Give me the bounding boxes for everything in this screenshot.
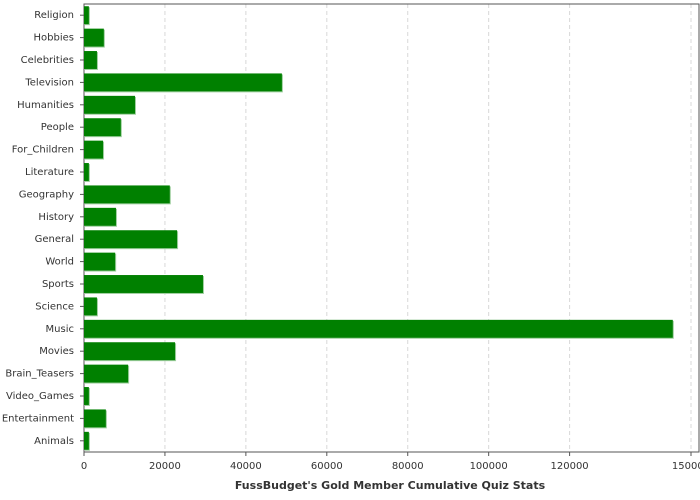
plot-frame bbox=[83, 3, 700, 453]
bar bbox=[84, 252, 116, 271]
y-tick-label: People bbox=[41, 122, 74, 133]
y-tick-label: Music bbox=[46, 324, 74, 335]
bar bbox=[84, 140, 104, 159]
y-tick-label: Literature bbox=[25, 167, 74, 178]
y-tick-label: Brain_Teasers bbox=[5, 369, 74, 380]
x-tick-label: 80000 bbox=[392, 461, 424, 472]
y-tick-label: Sports bbox=[42, 279, 74, 290]
bar bbox=[84, 319, 673, 338]
y-tick-label: Entertainment bbox=[2, 413, 74, 424]
y-tick-label: Movies bbox=[39, 346, 74, 357]
bar bbox=[84, 230, 178, 249]
x-tick-label: 40000 bbox=[230, 461, 262, 472]
bar bbox=[84, 364, 129, 383]
chart-title: FussBudget's Gold Member Cumulative Quiz… bbox=[235, 479, 546, 492]
bar bbox=[84, 409, 106, 428]
x-tick-label: 100000 bbox=[470, 461, 508, 472]
bar bbox=[84, 6, 89, 25]
y-tick-label: Humanities bbox=[17, 100, 74, 111]
y-tick-label: World bbox=[45, 257, 74, 268]
bar bbox=[84, 163, 89, 181]
y-tick-label: Television bbox=[24, 77, 74, 88]
y-tick-label: Hobbies bbox=[34, 33, 74, 44]
y-tick-label: History bbox=[38, 212, 74, 223]
y-tick-label: Celebrities bbox=[21, 55, 74, 66]
bar bbox=[84, 387, 89, 405]
x-tick-label: 120000 bbox=[551, 461, 589, 472]
bar bbox=[84, 73, 282, 92]
bar bbox=[84, 207, 116, 226]
y-tick-label: For_Children bbox=[12, 145, 74, 156]
bar bbox=[84, 51, 97, 69]
bar bbox=[84, 28, 104, 47]
y-tick-label: Religion bbox=[34, 10, 74, 21]
x-tick-label: 60000 bbox=[311, 461, 343, 472]
x-tick-label: 150000 bbox=[672, 461, 700, 472]
y-tick-label: General bbox=[35, 234, 74, 245]
y-tick-label: Science bbox=[35, 301, 74, 312]
y-tick-label: Animals bbox=[34, 436, 74, 447]
x-tick-label: 0 bbox=[81, 461, 87, 472]
x-tick-label: 20000 bbox=[149, 461, 181, 472]
y-tick-label: Geography bbox=[19, 189, 74, 200]
bar bbox=[84, 95, 135, 114]
bar bbox=[84, 118, 121, 137]
bar bbox=[84, 431, 89, 450]
bar bbox=[84, 275, 203, 293]
bar bbox=[84, 297, 97, 316]
y-tick-label: Video_Games bbox=[6, 391, 74, 402]
bar bbox=[84, 185, 170, 204]
bar bbox=[84, 342, 176, 361]
